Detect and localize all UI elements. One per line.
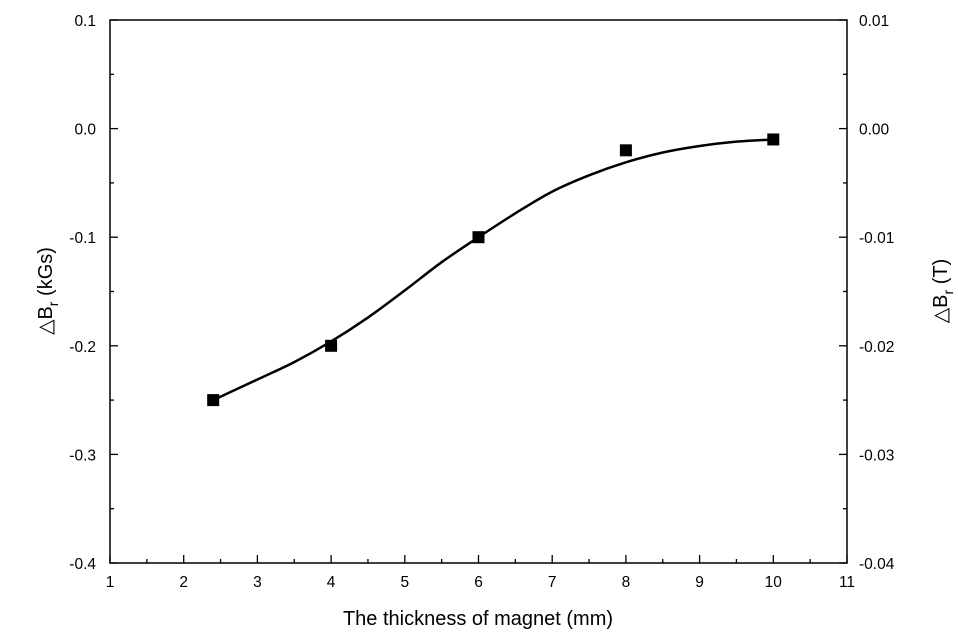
data-point <box>472 231 485 244</box>
x-tick-label: 9 <box>695 574 704 591</box>
x-tick-label: 11 <box>839 574 855 591</box>
y-right-tick-label: -0.01 <box>859 230 894 247</box>
y-right-title-suffix: (T) <box>930 259 952 290</box>
data-point <box>767 133 780 146</box>
y-left-title-suffix: (kGs) <box>35 247 57 301</box>
axis-ticks <box>109 19 848 564</box>
y-axis-title-right: △Br (T) <box>930 259 956 324</box>
y-left-title-subscript: r <box>45 301 61 306</box>
x-tick-label: 7 <box>548 574 557 591</box>
data-point <box>325 339 338 352</box>
y-right-tick-label: -0.03 <box>859 447 894 464</box>
y-left-tick-label: -0.1 <box>69 230 96 247</box>
fit-curve <box>212 138 774 402</box>
y-right-title-subscript: r <box>940 290 956 295</box>
x-tick-label: 10 <box>765 574 783 591</box>
y-right-tick-label: -0.02 <box>859 339 894 356</box>
x-tick-label: 8 <box>622 574 631 591</box>
x-tick-label: 1 <box>106 574 115 591</box>
y-right-tick-label: -0.04 <box>859 556 895 573</box>
y-left-title-prefix: △B <box>35 306 57 335</box>
data-markers <box>207 133 780 407</box>
plot-frame <box>109 19 848 564</box>
y-left-tick-label: -0.4 <box>69 556 96 573</box>
x-tick-label: 4 <box>327 574 336 591</box>
y-left-tick-label: -0.2 <box>69 339 96 356</box>
y-right-tick-label: 0.00 <box>859 122 890 139</box>
y-right-title-prefix: △B <box>930 295 952 324</box>
x-tick-label: 3 <box>253 574 262 591</box>
y-left-tick-label: 0.1 <box>74 13 96 30</box>
data-point <box>619 144 632 157</box>
y-left-tick-label: -0.3 <box>69 447 96 464</box>
x-tick-label: 5 <box>400 574 409 591</box>
x-tick-label: 2 <box>179 574 188 591</box>
data-point <box>207 394 220 407</box>
y-right-tick-label: 0.01 <box>859 13 889 30</box>
x-axis-title: The thickness of magnet (mm) <box>343 608 613 630</box>
x-tick-label: 6 <box>474 574 483 591</box>
y-axis-title-left: △Br (kGs) <box>35 247 61 335</box>
y-left-tick-label: 0.0 <box>74 122 96 139</box>
axis-tick-labels: 1 2 3 4 5 6 7 8 9 10 11 -0.4 -0.3 -0.2 -0.1 0.0 0.1 -0.04… <box>69 13 894 591</box>
